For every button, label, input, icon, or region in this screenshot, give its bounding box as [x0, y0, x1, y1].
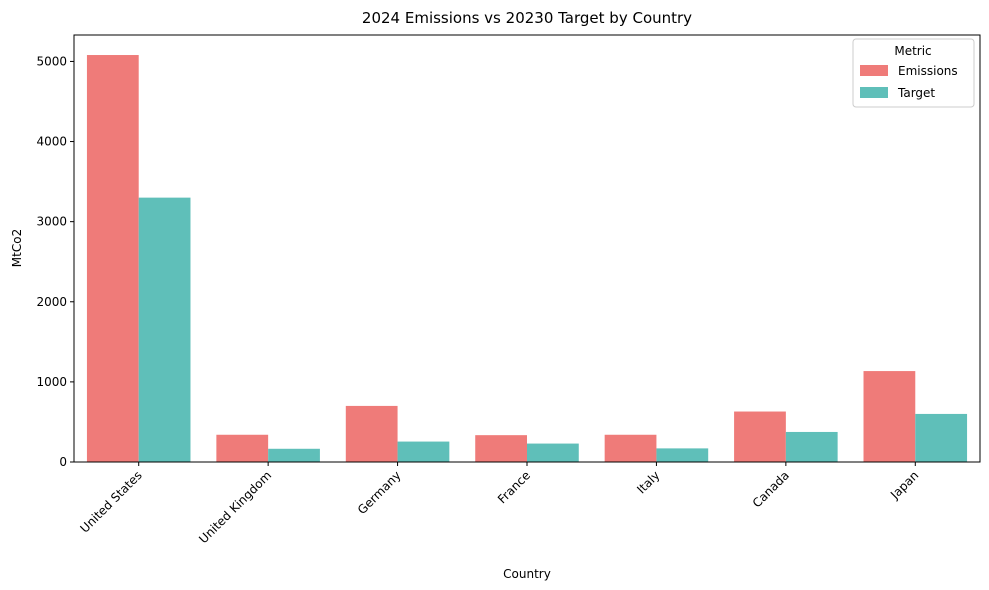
y-tick-label: 3000: [36, 215, 67, 229]
bar-emissions-france: [475, 435, 527, 462]
y-tick-label: 2000: [36, 295, 67, 309]
y-tick-label: 5000: [36, 54, 67, 68]
legend: Metric Emissions Target: [852, 38, 975, 108]
x-axis-title: Country: [503, 567, 551, 581]
bar-target-japan: [915, 413, 968, 462]
chart-title: 2024 Emissions vs 20230 Target by Countr…: [362, 9, 692, 27]
legend-swatch-emissions: [860, 65, 888, 76]
y-axis-title: MtCo2: [10, 229, 24, 267]
x-tick-label: Japan: [887, 468, 921, 502]
y-axis: 0 1000 2000 3000 4000 5000: [36, 54, 74, 469]
bar-target-italy: [656, 448, 709, 462]
bar-target-united-states: [138, 197, 191, 462]
bar-emissions-united-states: [86, 55, 139, 462]
y-tick-label: 4000: [36, 135, 67, 149]
bar-emissions-united-kingdom: [216, 434, 269, 462]
x-tick-label: Germany: [355, 468, 404, 517]
x-tick-label: Canada: [750, 468, 792, 510]
bar-emissions-italy: [604, 434, 657, 462]
y-tick-label: 1000: [36, 375, 67, 389]
legend-label-emissions: Emissions: [898, 64, 958, 78]
bar-target-united-kingdom: [268, 448, 320, 462]
x-tick-label: United Kingdom: [196, 468, 274, 546]
bars-group: [86, 55, 968, 462]
bar-emissions-germany: [345, 405, 398, 462]
bar-target-canada: [785, 431, 838, 462]
bar-target-germany: [397, 441, 450, 462]
legend-label-target: Target: [897, 86, 935, 100]
x-tick-label: Italy: [634, 468, 662, 496]
bar-emissions-canada: [734, 411, 786, 462]
x-tick-label: France: [495, 468, 533, 506]
legend-swatch-target: [860, 87, 888, 98]
bar-target-france: [527, 443, 579, 462]
y-tick-label: 0: [59, 455, 67, 469]
plot-frame: [73, 34, 981, 463]
x-tick-label: United States: [77, 468, 144, 535]
bar-emissions-japan: [863, 371, 916, 462]
legend-title: Metric: [894, 44, 931, 58]
x-axis: United States United Kingdom Germany France…: [77, 462, 921, 546]
